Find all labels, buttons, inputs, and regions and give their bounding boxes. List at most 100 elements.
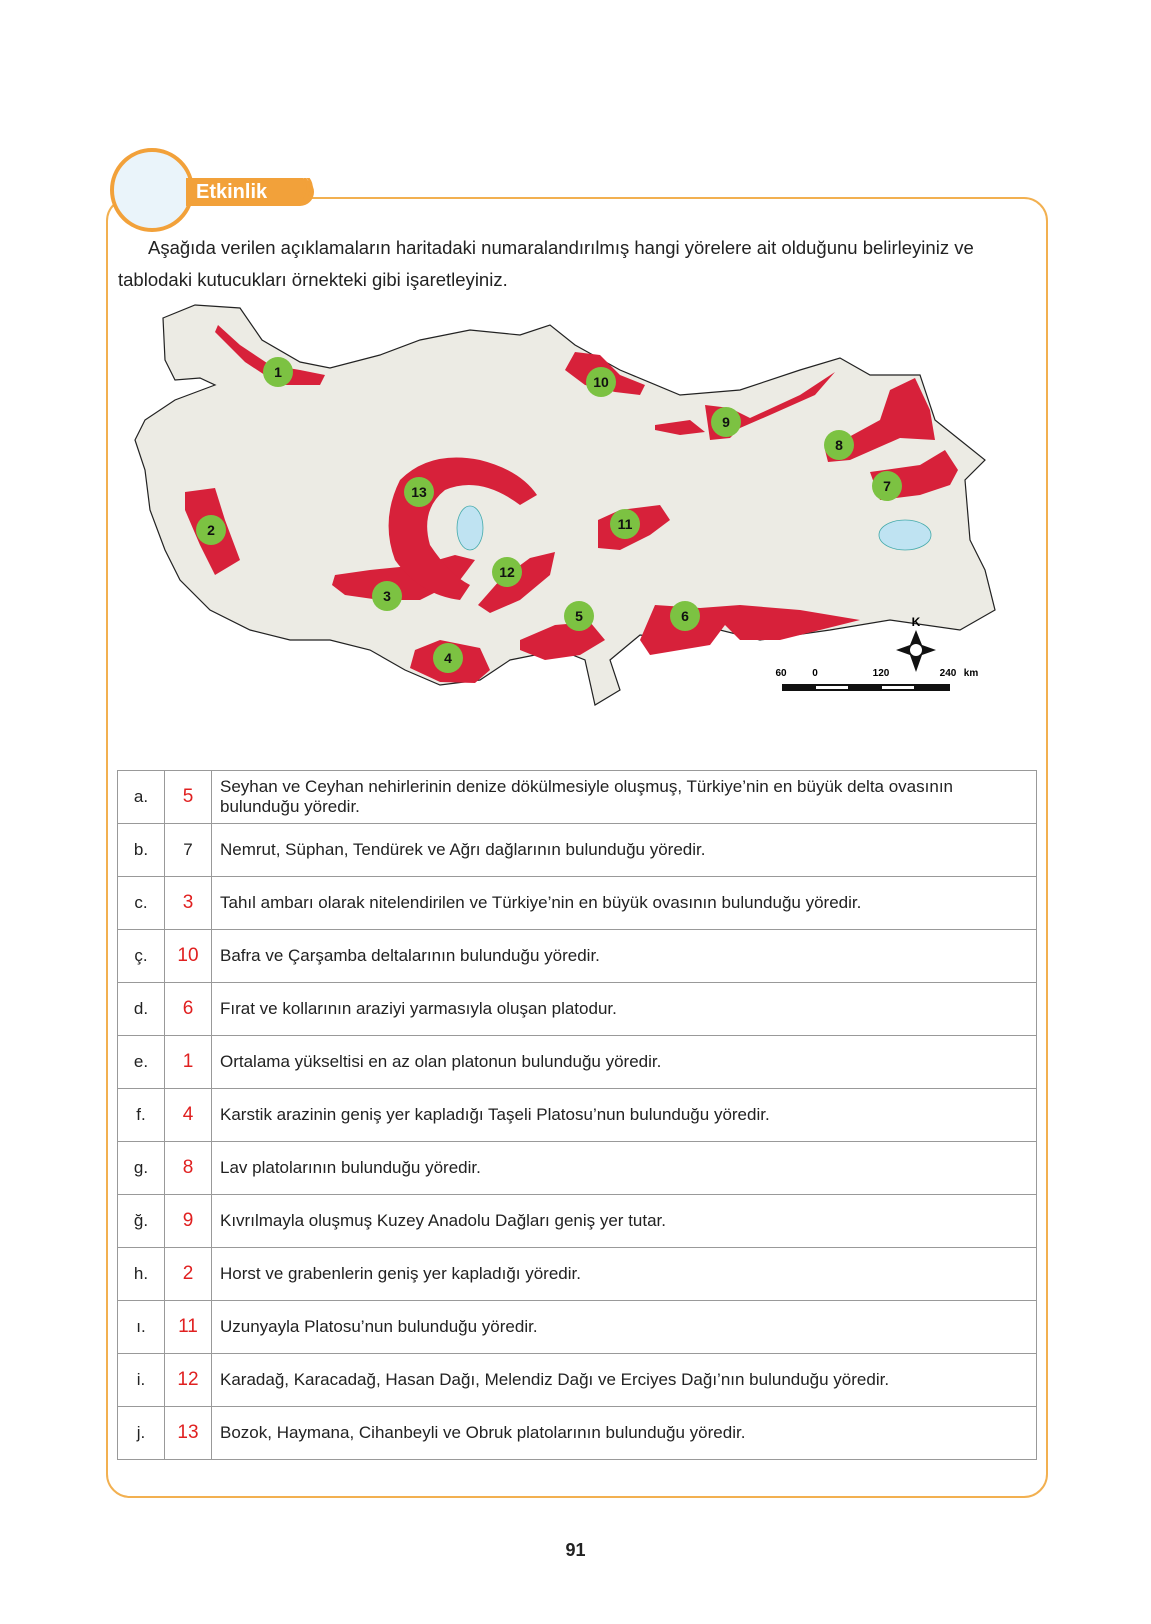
table-row: b. 7 Nemrut, Süphan, Tendürek ve Ağrı dağl… <box>117 823 1037 877</box>
svg-text:6: 6 <box>681 608 689 624</box>
row-answer[interactable]: 2 <box>164 1247 212 1301</box>
waves-icon: ))) <box>300 174 314 199</box>
row-letter: j. <box>117 1406 165 1460</box>
svg-text:10: 10 <box>593 374 609 390</box>
table-row: e. 1 Ortalama yükseltisi en az olan platon… <box>117 1035 1037 1089</box>
row-letter: b. <box>117 823 165 877</box>
table-row: ğ. 9 Kıvrılmayla oluşmuş Kuzey Anadolu Dağ… <box>117 1194 1037 1248</box>
row-letter: d. <box>117 982 165 1036</box>
row-letter: e. <box>117 1035 165 1089</box>
row-text: Karstik arazinin geniş yer kapladığı Taş… <box>211 1088 1037 1142</box>
row-letter: ğ. <box>117 1194 165 1248</box>
svg-text:13: 13 <box>411 484 427 500</box>
row-letter: i. <box>117 1353 165 1407</box>
row-text: Karadağ, Karacadağ, Hasan Dağı, Melendiz… <box>211 1353 1037 1407</box>
svg-text:9: 9 <box>722 414 730 430</box>
answer-table: a. 5 Seyhan ve Ceyhan nehirlerinin denize … <box>117 770 1037 1460</box>
compass-icon <box>896 630 936 672</box>
row-answer[interactable]: 9 <box>164 1194 212 1248</box>
row-answer[interactable]: 3 <box>164 876 212 930</box>
book-icon <box>110 148 194 232</box>
scale-bar: 60 0 120 240 km <box>775 668 978 691</box>
row-text: Kıvrılmayla oluşmuş Kuzey Anadolu Dağlar… <box>211 1194 1037 1248</box>
van-lake <box>878 519 932 551</box>
row-letter: ı. <box>117 1300 165 1354</box>
row-letter: a. <box>117 770 165 824</box>
svg-text:11: 11 <box>618 516 633 532</box>
region-9a <box>655 420 705 435</box>
region-label-2: 2 <box>196 515 226 545</box>
svg-text:4: 4 <box>444 650 452 666</box>
region-label-7: 7 <box>872 471 902 501</box>
region-label-6: 6 <box>670 601 700 631</box>
compass-label: K <box>912 615 921 629</box>
row-text: Bafra ve Çarşamba deltalarının bulunduğu… <box>211 929 1037 983</box>
svg-text:1: 1 <box>274 364 282 380</box>
table-row: a. 5 Seyhan ve Ceyhan nehirlerinin denize … <box>117 770 1037 824</box>
row-text: Tahıl ambarı olarak nitelendirilen ve Tü… <box>211 876 1037 930</box>
svg-text:120: 120 <box>873 668 890 679</box>
region-label-9: 9 <box>711 407 741 437</box>
row-answer[interactable]: 5 <box>164 770 212 824</box>
region-label-8: 8 <box>824 430 854 460</box>
svg-text:240: 240 <box>940 668 957 679</box>
row-answer[interactable]: 12 <box>164 1353 212 1407</box>
region-label-5: 5 <box>564 601 594 631</box>
row-text: Ortalama yükseltisi en az olan platonun … <box>211 1035 1037 1089</box>
row-answer[interactable]: 13 <box>164 1406 212 1460</box>
svg-text:5: 5 <box>575 608 583 624</box>
row-letter: h. <box>117 1247 165 1301</box>
svg-text:0: 0 <box>812 668 818 679</box>
row-answer[interactable]: 6 <box>164 982 212 1036</box>
row-answer[interactable]: 7 <box>164 823 212 877</box>
tuz-lake <box>456 505 484 551</box>
svg-text:km: km <box>964 668 979 679</box>
table-row: i. 12 Karadağ, Karacadağ, Hasan Dağı, Mele… <box>117 1353 1037 1407</box>
table-row: f. 4 Karstik arazinin geniş yer kapladığı … <box>117 1088 1037 1142</box>
region-5 <box>520 622 605 660</box>
row-letter: g. <box>117 1141 165 1195</box>
row-text: Horst ve grabenlerin geniş yer kapladığı… <box>211 1247 1037 1301</box>
svg-text:60: 60 <box>775 668 787 679</box>
svg-text:2: 2 <box>207 522 215 538</box>
region-label-1: 1 <box>263 357 293 387</box>
region-label-13: 13 <box>404 477 434 507</box>
row-text: Bozok, Haymana, Cihanbeyli ve Obruk plat… <box>211 1406 1037 1460</box>
svg-text:3: 3 <box>383 588 391 604</box>
region-label-3: 3 <box>372 581 402 611</box>
row-text: Fırat ve kollarının araziyi yarmasıyla o… <box>211 982 1037 1036</box>
table-row: h. 2 Horst ve grabenlerin geniş yer kaplad… <box>117 1247 1037 1301</box>
activity-frame <box>106 197 1048 1498</box>
svg-text:12: 12 <box>499 564 515 580</box>
svg-text:8: 8 <box>835 437 843 453</box>
instructions: Aşağıda verilen açıklamaların haritadaki… <box>118 237 974 290</box>
row-answer[interactable]: 4 <box>164 1088 212 1142</box>
row-answer[interactable]: 8 <box>164 1141 212 1195</box>
region-label-11: 11 <box>610 509 640 539</box>
row-answer[interactable]: 11 <box>164 1300 212 1354</box>
row-text: Nemrut, Süphan, Tendürek ve Ağrı dağları… <box>211 823 1037 877</box>
table-row: ı. 11 Uzunyayla Platosu’nun bulunduğu yöre… <box>117 1300 1037 1354</box>
page-number: 91 <box>565 1540 586 1560</box>
activity-badge: Etkinlik <box>186 178 314 206</box>
table-row: c. 3 Tahıl ambarı olarak nitelendirilen ve… <box>117 876 1037 930</box>
row-letter: c. <box>117 876 165 930</box>
table-row: g. 8 Lav platolarının bulunduğu yöredir. <box>117 1141 1037 1195</box>
table-row: d. 6 Fırat ve kollarının araziyi yarmasıyl… <box>117 982 1037 1036</box>
region-label-4: 4 <box>433 643 463 673</box>
row-answer[interactable]: 10 <box>164 929 212 983</box>
table-row: j. 13 Bozok, Haymana, Cihanbeyli ve Obruk … <box>117 1406 1037 1460</box>
row-answer[interactable]: 1 <box>164 1035 212 1089</box>
svg-text:7: 7 <box>883 478 891 494</box>
row-text: Uzunyayla Platosu’nun bulunduğu yöredir. <box>211 1300 1037 1354</box>
row-text: Lav platolarının bulunduğu yöredir. <box>211 1141 1037 1195</box>
table-row: ç. 10 Bafra ve Çarşamba deltalarının bulun… <box>117 929 1037 983</box>
row-letter: f. <box>117 1088 165 1142</box>
row-text: Seyhan ve Ceyhan nehirlerinin denize dök… <box>211 770 1037 824</box>
row-letter: ç. <box>117 929 165 983</box>
region-label-12: 12 <box>492 557 522 587</box>
region-label-10: 10 <box>586 367 616 397</box>
region-1 <box>215 325 325 385</box>
